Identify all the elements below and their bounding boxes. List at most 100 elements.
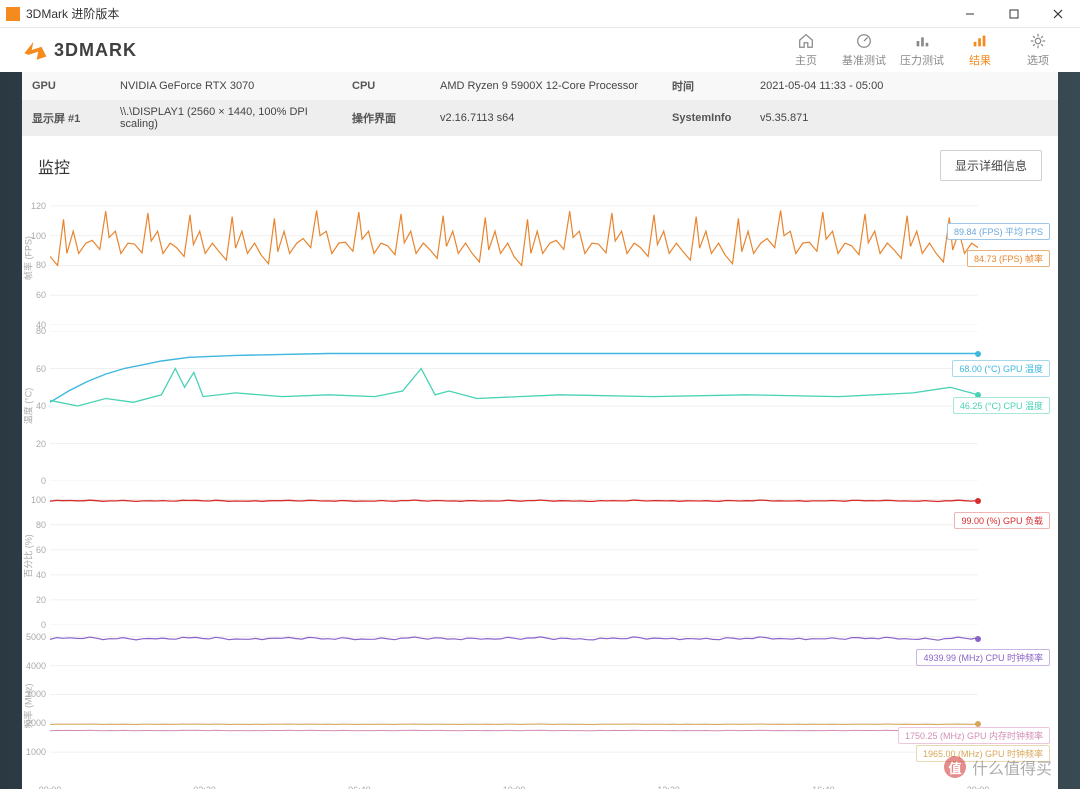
info-value: v5.35.871 xyxy=(760,112,808,124)
nav-tab-label: 主页 xyxy=(795,52,817,68)
brand-logo[interactable]: 3DMARK xyxy=(22,37,137,63)
y-tick: 60 xyxy=(26,364,46,374)
chart-icon xyxy=(971,32,989,50)
y-tick: 60 xyxy=(26,290,46,300)
chart-load: 百分比 (%)02040608010099.00 (%) GPU 负载 xyxy=(50,487,1050,625)
y-tick: 5000 xyxy=(26,632,46,642)
y-tick: 20 xyxy=(26,439,46,449)
info-key: CPU xyxy=(352,80,422,92)
info-value: AMD Ryzen 9 5900X 12-Core Processor xyxy=(440,80,638,92)
info-value: v2.16.7113 s64 xyxy=(440,112,514,124)
y-tick: 120 xyxy=(26,201,46,211)
x-tick: 00:00 xyxy=(39,785,62,789)
series-badge: 68.00 (°C) GPU 温度 xyxy=(952,360,1050,377)
section-header: 监控 显示详细信息 xyxy=(22,136,1058,187)
y-tick: 3000 xyxy=(26,689,46,699)
info-cell: 操作界面 v2.16.7113 s64 xyxy=(342,100,662,136)
series-badge: 99.00 (%) GPU 负载 xyxy=(954,512,1050,529)
info-key: GPU xyxy=(32,80,102,92)
y-tick: 4000 xyxy=(26,661,46,671)
nav-tab-label: 结果 xyxy=(969,52,991,68)
x-tick: 06:40 xyxy=(348,785,371,789)
bars-icon xyxy=(913,32,931,50)
info-cell: CPU AMD Ryzen 9 5900X 12-Core Processor xyxy=(342,72,662,100)
x-tick: 10:00 xyxy=(503,785,526,789)
y-tick: 0 xyxy=(26,620,46,630)
y-axis-label: 帧率 (FPS) xyxy=(22,236,35,280)
y-tick: 0 xyxy=(26,476,46,486)
window-titlebar: 3DMark 进阶版本 xyxy=(0,0,1080,28)
info-key: SystemInfo xyxy=(672,112,742,124)
series-badge: 4939.99 (MHz) CPU 时钟频率 xyxy=(916,649,1050,666)
chart-svg xyxy=(50,487,978,625)
y-tick: 2000 xyxy=(26,718,46,728)
info-key: 操作界面 xyxy=(352,110,422,126)
chart-svg xyxy=(50,331,978,481)
x-tick: 16:40 xyxy=(812,785,835,789)
charts-container: 帧率 (FPS) 40 60 80 100 120 89.84 (FPS) 平均 FPS 84… xyxy=(22,187,1058,789)
nav-tab-options[interactable]: 选项 xyxy=(1016,32,1060,68)
info-row: 显示屏 #1 \\.\DISPLAY1 (2560 × 1440, 100% DP… xyxy=(22,100,1058,136)
info-value: NVIDIA GeForce RTX 3070 xyxy=(120,80,254,92)
info-cell: SystemInfo v5.35.871 xyxy=(662,100,962,136)
nav-tab-home[interactable]: 主页 xyxy=(784,32,828,68)
info-row: GPU NVIDIA GeForce RTX 3070 CPU AMD Ryzen 9… xyxy=(22,72,1058,100)
series-badge: 46.25 (°C) CPU 温度 xyxy=(953,397,1050,414)
series-end-mark xyxy=(975,498,981,504)
system-info-table: GPU NVIDIA GeForce RTX 3070 CPU AMD Ryzen 9… xyxy=(22,72,1058,136)
close-button[interactable] xyxy=(1036,0,1080,28)
window-title: 3DMark 进阶版本 xyxy=(26,5,119,22)
y-tick: 60 xyxy=(26,545,46,555)
series-fps xyxy=(50,210,978,265)
series-badge: 89.84 (FPS) 平均 FPS xyxy=(947,223,1050,240)
y-tick: 40 xyxy=(26,570,46,580)
nav-tab-label: 压力测试 xyxy=(900,52,944,68)
info-cell: 显示屏 #1 \\.\DISPLAY1 (2560 × 1440, 100% DP… xyxy=(22,100,342,136)
app-header: 3DMARK 主页 基准测试压力测试 结果 选项 xyxy=(0,28,1080,72)
series-end-mark xyxy=(975,351,981,357)
y-tick: 20 xyxy=(26,595,46,605)
maximize-button[interactable] xyxy=(992,0,1036,28)
series-gpu-temp xyxy=(50,354,978,403)
y-tick: 100 xyxy=(26,231,46,241)
series-end-mark xyxy=(975,636,981,642)
chart-clock: 频率 (MHz)100020003000400050004939.99 (MHz… xyxy=(50,631,1050,781)
x-tick: 03:20 xyxy=(193,785,216,789)
nav-tab-stress[interactable]: 压力测试 xyxy=(900,32,944,68)
x-tick: 13:20 xyxy=(657,785,680,789)
series-gpu-load xyxy=(50,500,978,501)
y-tick: 40 xyxy=(26,401,46,411)
y-tick: 80 xyxy=(26,326,46,336)
series-badge: 84.73 (FPS) 帧率 xyxy=(967,250,1050,267)
chart-fps: 帧率 (FPS)40608010012089.84 (FPS) 平均 FPS84… xyxy=(50,191,1050,325)
section-title: 监控 xyxy=(38,154,70,178)
y-tick: 80 xyxy=(26,260,46,270)
show-details-button[interactable]: 显示详细信息 xyxy=(940,150,1042,181)
info-cell: GPU NVIDIA GeForce RTX 3070 xyxy=(22,72,342,100)
info-cell: 时间 2021-05-04 11:33 - 05:00 xyxy=(662,72,962,100)
nav-tab-label: 基准测试 xyxy=(842,52,886,68)
y-tick: 100 xyxy=(26,495,46,505)
gear-icon xyxy=(1029,32,1047,50)
gauge-icon xyxy=(855,32,873,50)
nav-tab-bench[interactable]: 基准测试 xyxy=(842,32,886,68)
home-icon xyxy=(797,32,815,50)
series-badge: 1750.25 (MHz) GPU 内存时钟频率 xyxy=(898,727,1050,744)
content-backdrop: GPU NVIDIA GeForce RTX 3070 CPU AMD Ryzen 9… xyxy=(0,72,1080,789)
info-key: 时间 xyxy=(672,78,742,94)
nav-tab-result[interactable]: 结果 xyxy=(958,32,1002,68)
series-cpu-clock xyxy=(50,637,978,640)
series-gpu-clock xyxy=(50,724,978,725)
info-key: 显示屏 #1 xyxy=(32,110,102,126)
results-panel: GPU NVIDIA GeForce RTX 3070 CPU AMD Ryzen 9… xyxy=(22,72,1058,789)
y-tick: 80 xyxy=(26,520,46,530)
info-value: \\.\DISPLAY1 (2560 × 1440, 100% DPI scal… xyxy=(120,106,332,130)
minimize-button[interactable] xyxy=(948,0,992,28)
info-value: 2021-05-04 11:33 - 05:00 xyxy=(760,80,883,92)
chart-svg xyxy=(50,191,978,325)
chart-svg xyxy=(50,631,978,781)
series-badge: 1965.00 (MHz) GPU 时钟频率 xyxy=(916,745,1050,762)
logo-icon xyxy=(22,37,48,63)
chart-temp: 温度 (°C)02040608068.00 (°C) GPU 温度46.25 (… xyxy=(50,331,1050,481)
series-cpu-temp xyxy=(50,369,978,407)
